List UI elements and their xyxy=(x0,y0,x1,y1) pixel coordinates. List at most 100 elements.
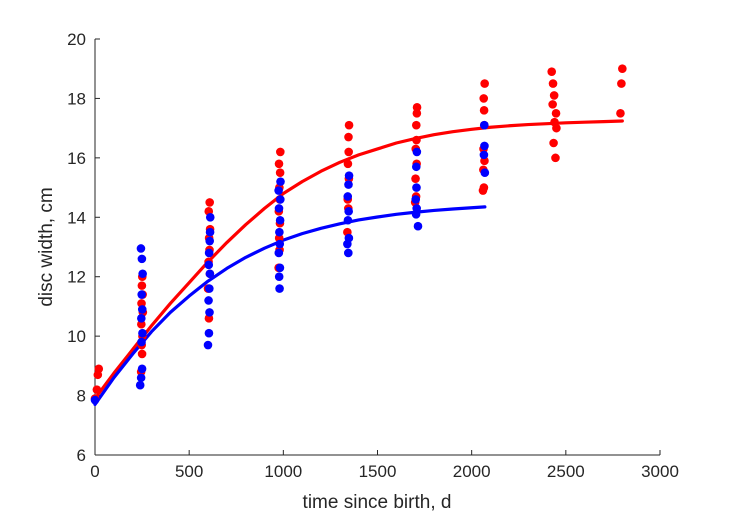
blue-fit-curve xyxy=(93,205,487,407)
blue-data-point xyxy=(137,290,147,299)
red-data-point xyxy=(551,153,560,163)
y-tick-label: 20 xyxy=(67,30,86,49)
red-data-point xyxy=(276,147,285,157)
red-data-point xyxy=(137,319,146,329)
red-data-point xyxy=(274,159,284,169)
blue-data-point xyxy=(479,120,489,130)
data-points xyxy=(90,64,627,405)
blue-data-point xyxy=(413,221,423,231)
y-tick-label: 18 xyxy=(67,89,86,108)
red-data-point xyxy=(92,385,102,394)
blue-data-point xyxy=(274,248,284,258)
blue-data-point xyxy=(275,239,285,249)
x-tick-label: 1500 xyxy=(359,462,397,481)
blue-data-point xyxy=(344,248,353,258)
blue-data-point xyxy=(204,260,214,270)
blue-data-point xyxy=(276,177,285,186)
blue-data-point xyxy=(204,328,214,338)
blue-data-point xyxy=(205,284,214,293)
x-tick-label: 0 xyxy=(90,462,99,481)
blue-data-point xyxy=(138,269,147,279)
ticks: 0 500 1000 1500 2000 2500 3000 6 8 10 12 14 16 18 20 xyxy=(67,30,679,481)
fit-curves xyxy=(93,119,624,407)
y-tick-label: 8 xyxy=(77,387,86,406)
red-data-point xyxy=(343,159,353,169)
blue-data-point xyxy=(138,328,147,338)
blue-data-point xyxy=(275,215,285,225)
blue-data-point xyxy=(343,192,353,201)
blue-data-point xyxy=(274,186,283,195)
x-axis-label: time since birth, d xyxy=(303,492,452,513)
red-data-point xyxy=(344,120,354,130)
blue-data-point xyxy=(203,340,213,350)
red-data-point xyxy=(94,364,104,374)
blue-data-point xyxy=(344,207,353,216)
blue-data-point xyxy=(136,373,146,383)
red-data-point xyxy=(548,79,558,88)
red-data-point xyxy=(479,183,489,192)
red-data-point xyxy=(205,198,214,207)
blue-data-point xyxy=(205,308,214,317)
x-tick-label: 2000 xyxy=(453,462,491,481)
blue-data-point xyxy=(275,284,284,293)
red-data-point xyxy=(412,103,422,112)
red-data-point xyxy=(137,281,147,290)
blue-data-point xyxy=(274,272,284,282)
red-data-point xyxy=(411,120,421,130)
y-tick-label: 12 xyxy=(67,268,86,287)
blue-data-point xyxy=(137,364,147,374)
blue-data-point xyxy=(205,236,214,246)
red-data-point xyxy=(549,138,558,148)
x-tick-label: 500 xyxy=(175,462,203,481)
blue-data-point xyxy=(344,171,354,180)
y-tick-label: 6 xyxy=(77,446,86,465)
red-data-point xyxy=(616,108,625,118)
red-data-point xyxy=(547,67,557,76)
blue-data-point xyxy=(344,180,353,189)
y-tick-label: 14 xyxy=(67,208,86,227)
y-tick-label: 16 xyxy=(67,149,86,168)
red-data-point xyxy=(479,94,489,103)
red-data-point xyxy=(479,106,489,115)
blue-data-point xyxy=(480,168,490,178)
blue-data-point xyxy=(137,314,146,323)
red-data-point xyxy=(412,135,421,145)
blue-data-point xyxy=(411,162,421,172)
blue-data-point xyxy=(275,263,285,273)
y-axis-label: disc width, cm xyxy=(36,187,57,306)
blue-data-point xyxy=(276,195,285,204)
y-tick-label: 10 xyxy=(67,327,86,346)
blue-data-point xyxy=(90,395,100,405)
blue-data-point xyxy=(344,233,354,243)
blue-data-point xyxy=(135,380,145,390)
blue-data-point xyxy=(412,204,421,213)
red-data-point xyxy=(551,108,561,118)
x-tick-label: 1000 xyxy=(264,462,302,481)
red-data-point xyxy=(344,132,353,142)
blue-data-point xyxy=(343,215,353,225)
blue-data-point xyxy=(136,244,146,253)
blue-data-point xyxy=(137,254,147,264)
blue-data-point xyxy=(274,204,284,213)
red-data-point xyxy=(344,147,353,157)
blue-data-point xyxy=(204,248,214,258)
red-data-point xyxy=(618,64,627,74)
blue-data-point xyxy=(205,227,215,237)
blue-data-point xyxy=(275,227,284,237)
red-data-point xyxy=(137,349,147,359)
blue-data-point xyxy=(412,183,421,192)
red-data-point xyxy=(548,100,557,109)
red-fit-curve xyxy=(93,119,624,401)
blue-data-point xyxy=(205,212,215,222)
red-data-point xyxy=(480,79,489,88)
blue-data-point xyxy=(205,269,215,279)
red-data-point xyxy=(550,117,559,127)
red-data-point xyxy=(549,91,559,100)
blue-data-point xyxy=(411,195,421,204)
blue-data-point xyxy=(412,147,422,157)
blue-data-point xyxy=(479,150,489,160)
blue-data-point xyxy=(137,337,146,347)
red-data-point xyxy=(275,168,285,178)
